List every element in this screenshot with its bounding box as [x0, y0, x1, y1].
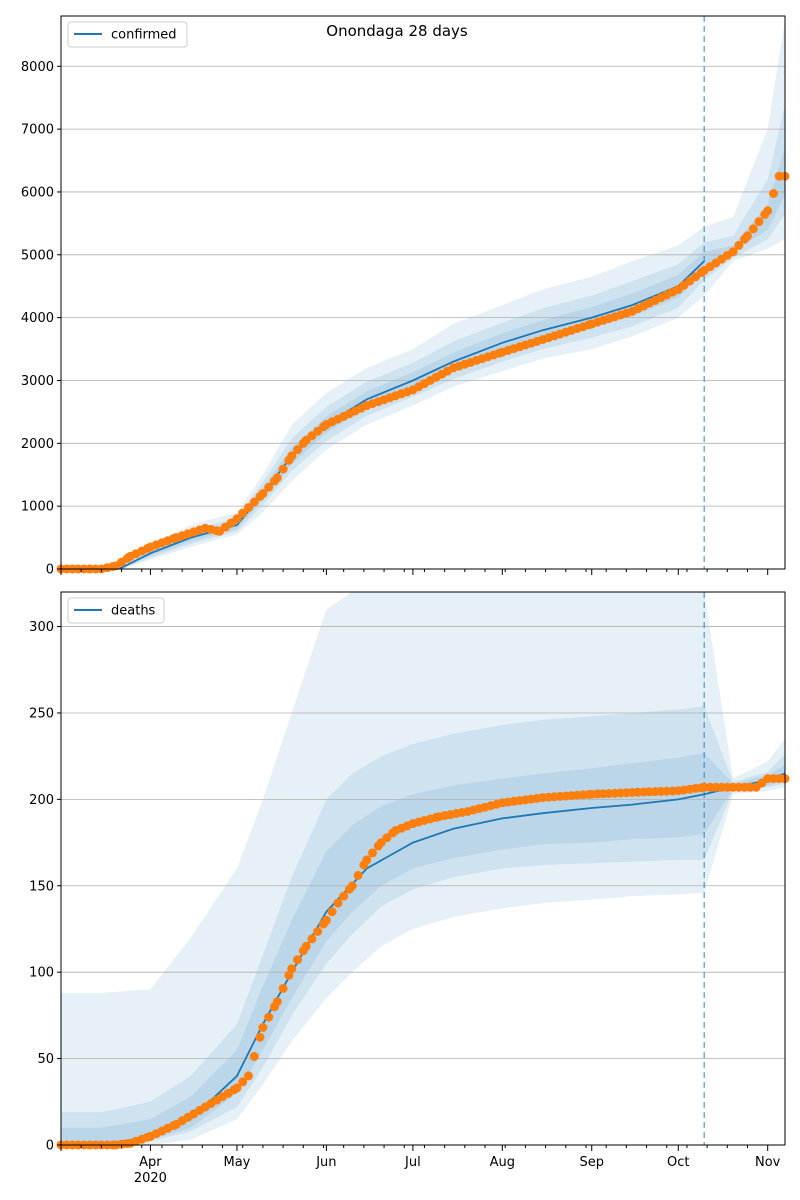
observed-point: [255, 1032, 265, 1042]
observed-point: [339, 891, 349, 901]
observed-point: [264, 482, 274, 492]
observed-point: [321, 915, 331, 925]
legend-label-confirmed: confirmed: [111, 28, 177, 43]
confirmed-series: [56, 16, 790, 574]
y-tick-label: 50: [37, 1052, 54, 1067]
observed-point: [278, 464, 288, 474]
observed-point: [278, 983, 288, 993]
observed-point: [748, 224, 758, 234]
x-tick-label: May: [224, 1155, 251, 1170]
uncertainty-band-outer: [61, 592, 705, 1145]
x-tick-label: Sep: [579, 1155, 604, 1170]
uncertainty-band-inner: [61, 251, 705, 569]
observed-point: [313, 927, 323, 936]
y-tick-label: 2000: [21, 437, 54, 452]
legend-box: [67, 21, 188, 48]
y-tick-label: 300: [29, 620, 54, 635]
y-tick-label: 0: [46, 563, 54, 578]
y-tick-label: 6000: [21, 185, 54, 200]
observed-point: [743, 231, 752, 241]
observed-point: [244, 503, 253, 513]
observed-point: [769, 189, 778, 198]
uncertainty-band-middle: [61, 242, 705, 569]
observed-point: [368, 848, 377, 858]
x-tick-label: Jun: [315, 1155, 336, 1170]
y-tick-label: 0: [46, 1139, 54, 1154]
confirmed-axes: 0 1000 2000 3000 4000 5000 6000 7000 8000: [21, 15, 786, 578]
observed-point: [293, 955, 302, 965]
chart-title: Onondaga 28 days: [326, 22, 468, 40]
observed-point: [232, 1083, 242, 1093]
observed-point: [307, 934, 317, 944]
observed-point: [258, 1023, 268, 1032]
deaths-series: [56, 592, 790, 1150]
x-tick-label: Nov: [755, 1155, 781, 1170]
observed-point: [272, 473, 282, 483]
legend-box: [67, 597, 165, 624]
observed-point: [287, 964, 297, 974]
uncertainty-band-outer: [704, 19, 785, 296]
observed-point: [238, 508, 248, 518]
confirmed-panel: 0 1000 2000 3000 4000 5000 6000 7000 8000 Ononda…: [21, 15, 790, 578]
observed-point: [301, 941, 311, 951]
legend-label-deaths: deaths: [111, 604, 156, 619]
observed-point: [258, 489, 268, 499]
y-tick-label: 4000: [21, 311, 54, 326]
x-tick-year-label: 2020: [134, 1171, 167, 1186]
y-tick-label: 200: [29, 793, 54, 808]
observed-point: [327, 907, 337, 917]
x-tick-label: Jul: [404, 1155, 421, 1170]
uncertainty-band-outer: [704, 592, 785, 893]
observed-point: [249, 497, 259, 507]
y-tick-label: 1000: [21, 500, 54, 515]
observed-point: [232, 514, 242, 524]
observed-point: [244, 1071, 253, 1081]
y-tick-label: 8000: [21, 60, 54, 75]
uncertainty-band-middle: [61, 706, 705, 1145]
y-tick-label: 5000: [21, 248, 54, 263]
x-tick-label: Aug: [490, 1155, 515, 1170]
y-tick-label: 250: [29, 706, 54, 721]
axes-frame: [60, 15, 786, 570]
uncertainty-band-middle: [704, 104, 785, 280]
y-tick-label: 3000: [21, 374, 54, 389]
y-tick-label: 100: [29, 966, 54, 981]
x-tick-label: Apr: [139, 1155, 162, 1170]
observed-point: [734, 240, 744, 250]
observed-point: [238, 1077, 248, 1087]
observed-point: [763, 206, 773, 216]
deaths-legend: deaths: [67, 597, 165, 624]
y-tick-label: 150: [29, 879, 54, 894]
observed-point: [333, 898, 343, 908]
y-tick-label: 7000: [21, 123, 54, 138]
observed-point: [347, 881, 357, 891]
confirmed-legend: confirmed: [67, 21, 188, 48]
x-tick-label: Oct: [667, 1155, 689, 1170]
observed-point: [287, 451, 297, 461]
observed-point: [728, 247, 738, 257]
observed-point: [362, 855, 372, 865]
observed-point: [249, 1052, 259, 1061]
observed-point: [293, 445, 302, 455]
observed-point: [754, 217, 764, 227]
observed-point: [353, 870, 363, 880]
observed-point: [264, 1012, 274, 1022]
axes-frame: [60, 591, 786, 1146]
observed-point: [272, 997, 282, 1007]
uncertainty-band-inner: [704, 752, 785, 834]
